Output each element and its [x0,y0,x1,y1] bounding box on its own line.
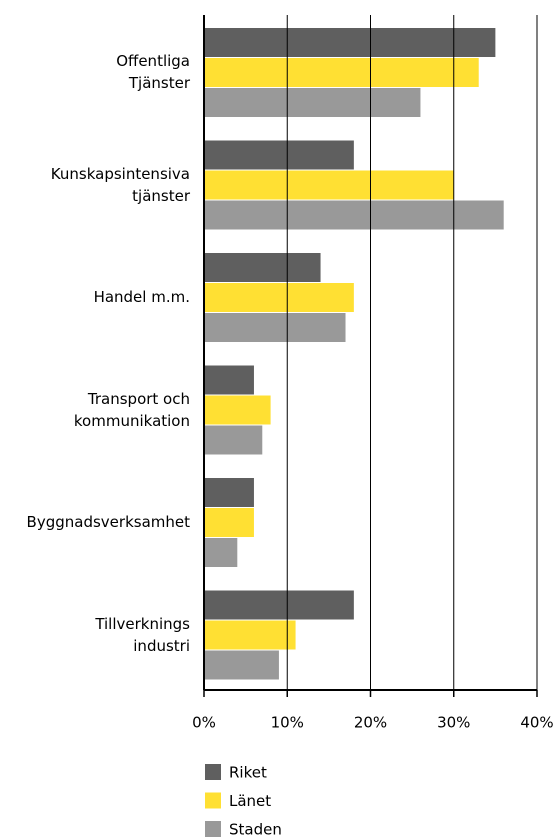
bar [204,478,254,507]
bar [204,28,496,57]
category-label: Kunskapsintensiva tjänster [50,164,190,205]
bar [204,253,321,282]
x-tick-label: 10% [271,714,304,732]
bar [204,313,346,342]
legend-label: Riket [229,764,267,782]
legend-swatch [205,821,221,837]
bar [204,140,354,170]
bar [204,395,271,425]
bar [204,88,421,117]
bar [204,200,504,230]
x-tick-label: 40% [520,714,553,732]
category-label: Handel m.m. [93,288,190,306]
category-label: Transport och kommunikation [73,389,190,430]
bar [204,365,254,395]
bar [204,425,263,455]
bar [204,58,479,87]
x-tick-label: 30% [437,714,470,732]
category-label: Offentliga Tjänster [116,52,190,92]
bar [204,590,354,620]
legend-label: Staden [229,821,282,839]
bar [204,508,254,537]
bar [204,620,296,650]
bar [204,170,454,200]
legend-label: Länet [229,792,271,810]
bar [204,650,279,680]
category-label: Tillverknings industri [95,614,190,655]
x-tick-label: 20% [354,714,387,732]
legend-swatch [205,792,221,809]
x-tick-label: 0% [192,714,216,732]
category-label: Byggnadsverksamhet [26,513,190,531]
bar [204,283,354,312]
bar [204,538,238,567]
legend-swatch [205,764,221,780]
